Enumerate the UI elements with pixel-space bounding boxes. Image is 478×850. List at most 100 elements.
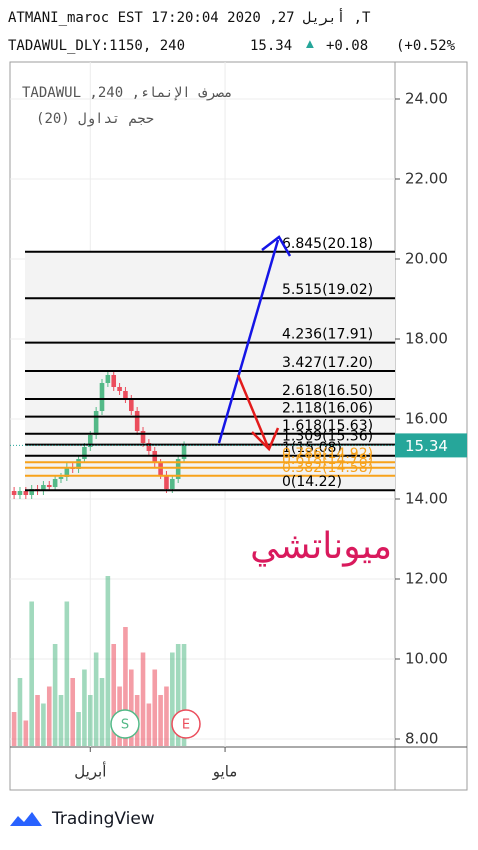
candle-body (58, 477, 64, 479)
brand-name: TradingView (51, 809, 155, 829)
candle-body (23, 491, 29, 495)
volume-bar (17, 678, 23, 746)
y-tick-label: 12.00 (405, 570, 448, 588)
fib-label: 2.118(16.06) (282, 401, 373, 417)
volume-bar (93, 652, 99, 746)
candle-body (64, 467, 70, 477)
volume-bar (70, 678, 76, 746)
candle-body (152, 451, 158, 463)
fib-label: 1.618(15.63) (282, 418, 373, 434)
volume-title: حجم تداول (20) (36, 111, 154, 127)
blue-arrow-head (261, 235, 292, 257)
volume-bar (76, 712, 81, 746)
fib-label: 1(15.08) (282, 440, 342, 456)
y-tick-label: 20.00 (405, 250, 448, 268)
marker-e-label: E (182, 718, 190, 733)
volume-bar (123, 627, 128, 746)
volume-bar (87, 695, 93, 746)
volume-bar (140, 652, 146, 746)
volume-bar (82, 669, 87, 746)
red-arrow (236, 374, 270, 448)
legend-title: TADAWUL ,240 ,مصرف الإنماء (22, 85, 233, 101)
fib-label: 5.515(19.02) (282, 282, 373, 298)
candle-body (46, 485, 52, 487)
fib-label: 1.309(15.36) (282, 429, 373, 445)
volume-bar (170, 652, 175, 746)
y-tick-label: 24.00 (405, 90, 448, 108)
marker-e[interactable] (171, 709, 201, 739)
volume-bar (175, 644, 181, 746)
volume-bar (29, 601, 34, 746)
brand-logo (10, 812, 42, 826)
header-change-pct: (+0.52% (396, 38, 456, 54)
volume-bar (164, 686, 169, 746)
fib-label: 3.427(17.20) (282, 355, 373, 371)
volume-bar (99, 678, 105, 746)
volume-bar (158, 695, 163, 746)
volume-bar (152, 669, 158, 746)
y-tick-label: 10.00 (405, 650, 448, 668)
plot: 24.00 22.00 20.00 18.00 16.00 14.00 12.00 10.00… (10, 62, 467, 781)
last-price-label: 15.34 (405, 437, 448, 455)
y-tick-label: 18.00 (405, 330, 448, 348)
volume-bar (35, 695, 40, 746)
marker-s-label: S (121, 718, 129, 733)
marker-s[interactable] (110, 709, 140, 739)
fib-label: 0.382(14.58) (282, 460, 373, 476)
volume-bar (41, 703, 46, 746)
candle-body (117, 387, 122, 391)
candle-body (175, 459, 181, 479)
last-price-box (395, 433, 467, 458)
candle-body (140, 431, 146, 443)
brand: TradingView (10, 809, 155, 829)
event-markers: S E (110, 709, 201, 739)
volume-bar (23, 720, 29, 746)
candle-body (99, 383, 105, 411)
candle-body (93, 411, 99, 435)
header-arrow: ▲ (306, 37, 314, 52)
candle-body (158, 463, 163, 475)
y-tick-label: 8.00 (405, 730, 438, 748)
candle-body (134, 411, 140, 431)
volume-bar (58, 695, 64, 746)
header-symbol: TADAWUL_DLY:1150, 240 (8, 38, 185, 54)
frame (9, 61, 468, 791)
candle-body (52, 479, 58, 487)
volume-bar (52, 644, 58, 746)
candle-body (129, 399, 134, 411)
candle-body (111, 375, 117, 387)
candle-body (146, 443, 152, 451)
fib-label: 0(14.22) (282, 474, 342, 490)
volume-bar (64, 601, 70, 746)
fib-label: 6.845(20.18) (282, 236, 373, 252)
y-tick-label: 14.00 (405, 490, 448, 508)
volume-bar (105, 576, 111, 746)
candle-body (41, 485, 46, 491)
volume-bar (129, 669, 134, 746)
candle-body (105, 375, 111, 383)
candle-body (181, 445, 187, 459)
header-price: 15.34 (250, 38, 292, 54)
red-arrow-head (251, 427, 280, 452)
volume-bar (11, 712, 17, 746)
candle-body (87, 435, 93, 447)
volume-bar (181, 644, 187, 746)
fib-label: 0.786(14.92) (282, 446, 373, 462)
x-tick-label: أبريل (74, 762, 106, 781)
blue-arrow (217, 239, 280, 444)
fib-label: 0.618(14.78) (282, 452, 373, 468)
candle-body (11, 491, 17, 495)
fib-label: 4.236(17.91) (282, 327, 373, 343)
candle-body (164, 475, 169, 489)
candle-body (123, 391, 128, 399)
candle-body (170, 479, 175, 489)
y-tick-label: 16.00 (405, 410, 448, 428)
candle-body (76, 459, 81, 469)
annotation: ميوناتشي (250, 526, 392, 567)
candle-body (17, 491, 23, 495)
header-line: ATMANI_maroc EST 17:20:04 2020 ,27 أبريل… (8, 8, 371, 26)
candle-body (29, 489, 34, 495)
x-tick-label: مايو (212, 763, 238, 781)
